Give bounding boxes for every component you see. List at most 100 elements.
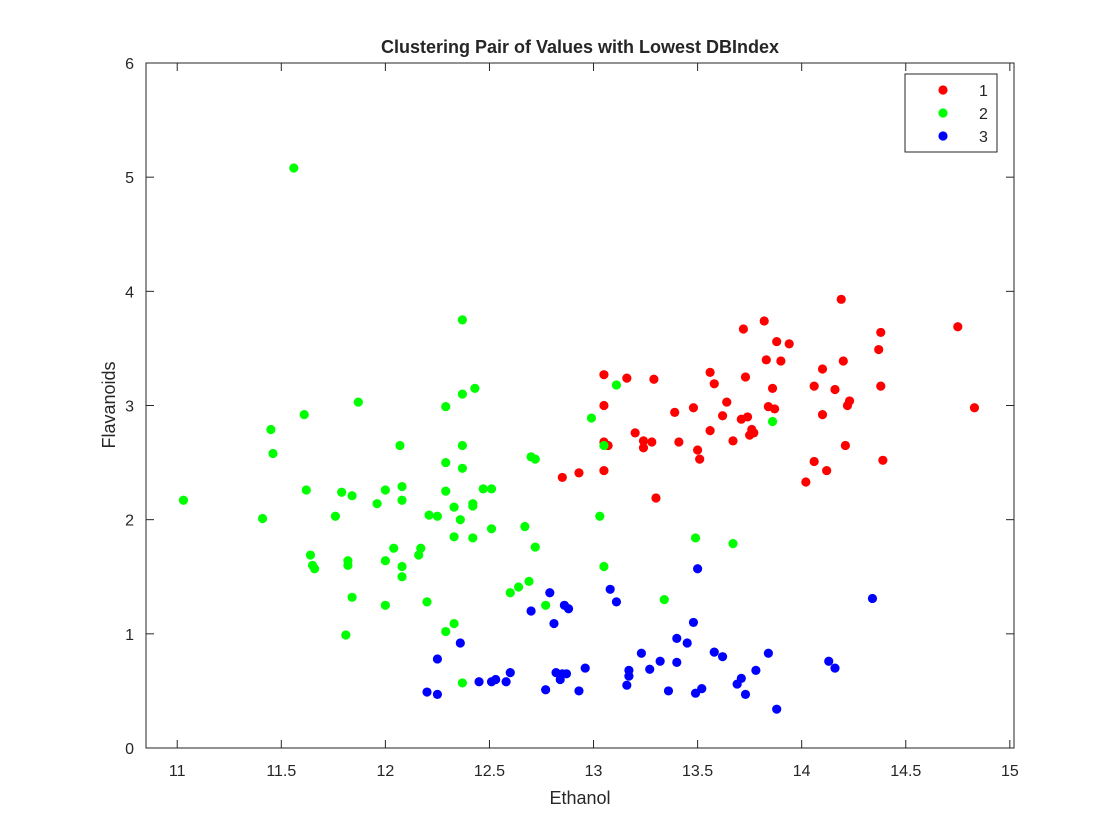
data-point: [645, 664, 655, 674]
data-point: [441, 457, 451, 468]
data-point: [682, 638, 692, 648]
data-point: [705, 367, 715, 377]
data-point: [824, 656, 834, 666]
data-point: [969, 403, 980, 413]
legend-marker-3: [938, 131, 948, 141]
data-point: [801, 477, 811, 487]
data-point: [772, 336, 782, 347]
data-point: [441, 626, 451, 637]
data-point: [611, 597, 622, 607]
data-point: [457, 389, 467, 399]
data-point: [624, 665, 634, 675]
data-point: [622, 680, 632, 690]
data-point: [878, 455, 888, 465]
data-point: [822, 465, 832, 476]
data-point: [599, 561, 609, 572]
x-tick-label: 14.5: [890, 763, 921, 780]
data-point: [772, 704, 782, 714]
data-point: [672, 657, 682, 667]
data-point: [541, 685, 551, 695]
data-point: [299, 410, 309, 420]
data-point: [422, 597, 432, 607]
data-point: [505, 668, 515, 678]
data-point: [474, 677, 484, 687]
data-point: [599, 465, 609, 476]
data-point: [541, 600, 551, 610]
data-point: [844, 396, 855, 406]
legend-marker-2: [938, 108, 948, 118]
data-point: [817, 364, 828, 374]
data-point: [740, 372, 751, 382]
data-point: [486, 484, 497, 494]
data-point: [695, 454, 705, 464]
data-point: [759, 316, 769, 326]
data-point: [257, 513, 268, 524]
data-point: [763, 648, 773, 658]
data-point: [449, 502, 459, 512]
data-point: [372, 499, 382, 509]
data-point: [478, 484, 488, 494]
data-point: [784, 339, 794, 349]
data-point: [728, 539, 738, 549]
data-point: [491, 674, 501, 685]
y-tick-label: 4: [125, 284, 134, 301]
data-point: [749, 428, 759, 438]
data-point: [455, 638, 465, 648]
data-point: [751, 665, 761, 675]
y-tick-label: 6: [125, 56, 134, 73]
data-point: [636, 648, 647, 658]
data-point: [809, 381, 819, 391]
data-point: [561, 669, 572, 679]
x-tick-label: 12: [376, 763, 394, 780]
data-point: [457, 440, 467, 451]
x-tick-label: 14: [793, 763, 811, 780]
data-point: [380, 600, 390, 610]
data-point: [867, 593, 878, 604]
data-point: [574, 468, 584, 478]
data-point: [449, 618, 459, 629]
data-point: [432, 689, 443, 699]
data-point: [638, 443, 649, 453]
data-point: [526, 606, 536, 616]
x-axis-label: Ethanol: [549, 788, 610, 808]
plot-area-frame: [145, 62, 1015, 749]
data-point: [310, 564, 320, 574]
data-point: [178, 495, 189, 505]
data-point: [651, 493, 661, 503]
data-point: [524, 576, 534, 586]
data-point: [728, 436, 738, 446]
data-point: [449, 532, 459, 542]
data-point: [709, 647, 719, 657]
data-point: [289, 163, 299, 173]
data-point: [693, 445, 703, 455]
data-point: [611, 380, 622, 390]
x-tick-label: 13.5: [682, 763, 713, 780]
data-point: [505, 588, 515, 598]
data-point: [422, 687, 432, 697]
data-point: [674, 437, 684, 447]
data-point: [817, 410, 828, 420]
data-point: [545, 588, 555, 598]
data-point: [305, 550, 316, 560]
data-point: [457, 463, 467, 473]
data-point: [268, 448, 278, 459]
data-point: [838, 356, 848, 366]
data-point: [557, 472, 567, 483]
data-point: [343, 560, 353, 570]
data-point: [330, 511, 341, 521]
data-point: [953, 322, 963, 332]
data-point: [659, 594, 669, 605]
data-point: [353, 397, 363, 407]
data-point: [501, 677, 511, 687]
data-point: [688, 617, 699, 628]
data-point: [468, 533, 478, 543]
legend-label-2: 2: [979, 106, 988, 123]
data-point: [767, 383, 778, 393]
data-point: [690, 533, 701, 543]
data-point: [655, 656, 665, 666]
data-point: [395, 440, 405, 451]
y-tick-label: 1: [125, 627, 134, 644]
data-point: [738, 324, 749, 334]
data-point: [740, 689, 751, 699]
